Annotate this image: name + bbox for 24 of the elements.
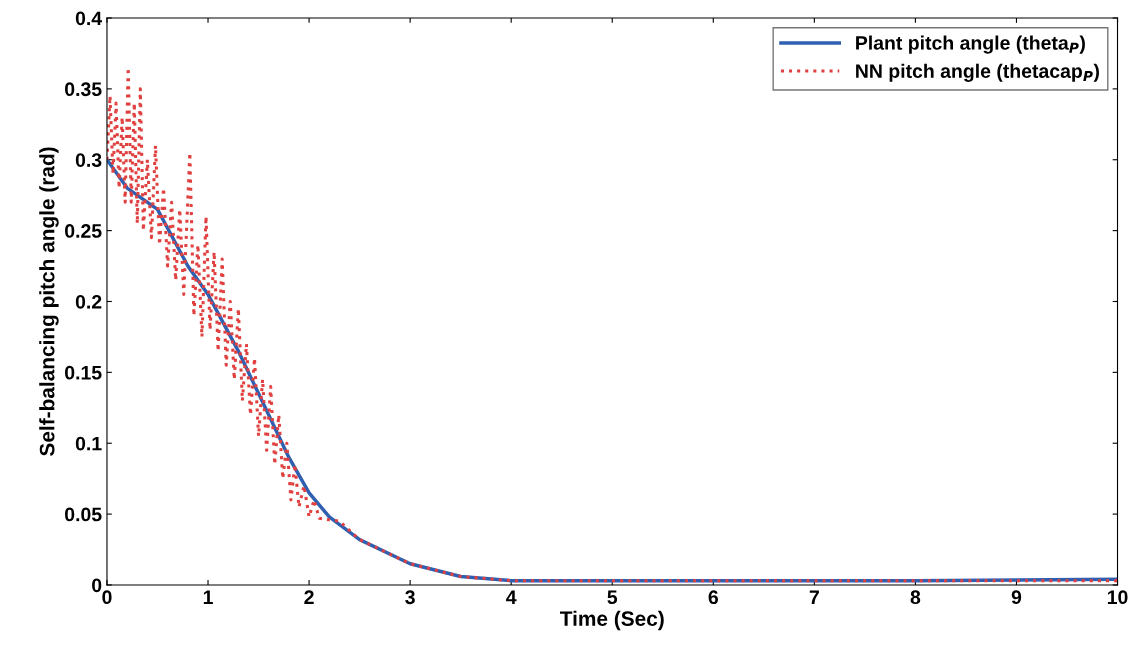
x-tick-label: 5 xyxy=(607,590,618,605)
x-tick-label: 9 xyxy=(1011,590,1022,605)
x-tick-label: 1 xyxy=(203,590,213,604)
y-tick-label: 0.15 xyxy=(65,365,102,380)
y-tick-label: 0.25 xyxy=(65,224,102,238)
y-tick-label: 0.2 xyxy=(75,294,102,309)
y-tick-label: 0.4 xyxy=(75,11,103,26)
y-tick-label: 0.05 xyxy=(65,507,102,522)
y-tick-label: 0.1 xyxy=(75,436,102,451)
x-tick-label: 10 xyxy=(1107,590,1128,605)
x-tick-label: 3 xyxy=(405,590,415,605)
y-axis-title: Self-balancing pitch angle (rad) xyxy=(39,147,59,456)
x-tick-label: 6 xyxy=(708,590,718,605)
x-tick-label: 8 xyxy=(910,590,921,605)
x-tick-label: 7 xyxy=(809,590,819,604)
legend-label: Plant pitch angle (theta$_{P}$) xyxy=(856,35,1085,54)
x-tick-label: 0 xyxy=(102,590,112,605)
y-tick-label: 0.3 xyxy=(75,153,102,168)
x-tick-label: 2 xyxy=(304,590,314,604)
x-tick-label: 4 xyxy=(506,590,517,604)
x-axis-title: Time (Sec) xyxy=(559,610,664,631)
y-tick-label: 0.35 xyxy=(65,82,102,97)
legend-label: NN pitch angle (thetacap$_{P}$) xyxy=(856,63,1099,82)
y-tick-label: 0 xyxy=(92,578,102,593)
